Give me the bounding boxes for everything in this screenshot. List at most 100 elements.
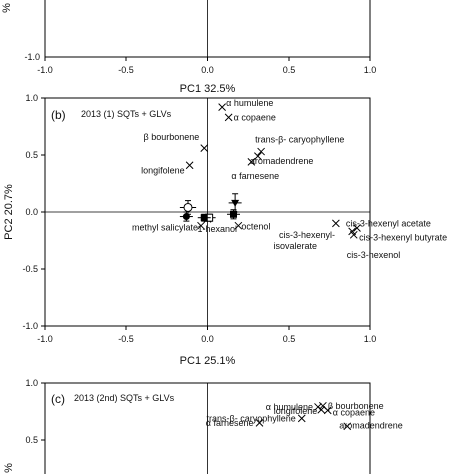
panel-a-xtick-label: 0.5 [283,65,296,75]
panel-b-title: 2013 (1) SQTs + GLVs [81,109,172,119]
loading-label-line: isovalerate [273,241,317,251]
loading-label-line: cis-3-hexenyl- [279,230,335,240]
panel-b-xtick-label: 0.5 [283,334,296,344]
panel-b-ytick-label: -0.5 [22,264,38,274]
loading-marker [323,406,332,415]
panel-a-xticks: -1.0 -0.5 0.0 0.5 1.0 [37,57,376,75]
panel-b-ytick-label: 0.5 [25,150,38,160]
loading-x-stroke [297,414,306,423]
score-point [227,209,240,220]
loading-marker [254,152,262,160]
loading-marker [197,221,205,230]
panel-b-tag: (b) [51,108,66,122]
loading-x-stroke [319,401,327,410]
loading-marker [349,230,358,239]
loading-x-stroke [234,221,243,230]
panel-b-ytick-label: 1.0 [25,93,38,103]
score-marker-open-circle [183,202,193,212]
panel-b-ytick-label: -1.0 [22,321,38,331]
loading-marker [218,103,226,111]
panel-b-yticks: 1.0 0.5 0.0 -0.5 -1.0 [22,93,45,331]
score-marker-filled-circle [182,213,190,221]
loading-marker [257,147,265,156]
loading-label: α humulene [226,98,273,108]
loading-marker [200,144,209,153]
panel-b-marks: α humulene α copaene trans-β- caryophyllen… [132,98,447,260]
loading-x-stroke [247,157,256,166]
loading-label: longifolene [141,165,185,175]
loading-marker [353,224,361,232]
loading-marker [332,219,340,228]
loading-x-stroke [218,103,226,111]
panel-a-xtick-label: -1.0 [37,65,53,75]
loading-marker [185,161,194,170]
panel-a-ytick-label: -1.0 [24,52,40,62]
panel-b-xtick-label: -0.5 [118,334,134,344]
loading-marker [247,157,256,166]
loading-x-stroke [255,419,264,427]
panel-a-xtick-label: -0.5 [118,65,134,75]
loading-x-stroke [317,405,326,414]
loading-label: methyl salicylate [132,223,198,233]
loading-x-stroke [348,227,356,236]
loading-x-stroke [197,221,205,230]
panel-b-xticks: -1.0 -0.5 0.0 0.5 1.0 [37,326,376,344]
loading-marker [343,422,352,431]
loading-x-stroke [200,144,209,153]
loading-label: β bourbonene [144,132,200,142]
panel-b-xlabel: PC1 25.1% [180,355,236,367]
loading-x-stroke [257,147,265,156]
loading-x-stroke [332,219,340,228]
score-point [179,211,193,222]
panel-b-ylabel: PC2 20.7% [3,184,15,240]
loading-marker [234,221,243,230]
loading-label: trans-β- caryophyllene [207,413,296,423]
loading-x-stroke [323,406,332,415]
loading-marker [224,113,233,122]
panel-c: (c) 2013 (2nd) SQTs + GLVs 1.0 0.5 % α h… [3,378,403,474]
panel-b: (b) 2013 (1) SQTs + GLVs 1.0 0.5 0.0 -0.… [3,93,447,367]
loading-x-stroke [185,161,194,170]
loading-label: cis-3-hexenyl acetate [346,218,431,228]
loading-label: cis-3-hexenol [347,250,401,260]
loading-label: β bourbonene [328,401,384,411]
panel-a: -1.0 % -1.0 -0.5 0.0 0.5 1.0 PC1 32.5% [1,0,376,95]
panel-b-xtick-label: 1.0 [364,334,377,344]
loading-label: α farnesene [231,171,279,181]
loading-label: cis-3-hexenyl butyrate [359,232,447,242]
panel-a-ylabel-fragment: % [1,3,13,13]
loading-x-stroke [343,422,352,431]
panel-a-xlabel: PC1 32.5% [180,83,236,95]
loading-x-stroke [353,224,361,232]
score-point [197,213,211,222]
loading-x-stroke [254,152,262,160]
score-marker-filled-square [200,214,208,222]
panel-c-marks: α humulene β bourbonene longifolene α copae… [206,401,403,431]
loading-label: cis-3-hexenyl-isovalerate [273,230,335,251]
panel-c-ytick-label: 1.0 [25,378,38,388]
panel-c-title: 2013 (2nd) SQTs + GLVs [74,393,175,403]
panel-a-xtick-label: 1.0 [364,65,377,75]
loading-label: octenol [241,222,270,232]
loading-label: α copaene [234,112,276,122]
panel-c-tag: (c) [51,392,65,406]
loading-label: 1-hexanol [198,224,238,234]
panel-c-ylabel-fragment: % [3,463,15,473]
loading-marker [255,419,264,427]
loading-label: α farnesene [206,418,254,428]
loading-marker [297,414,306,423]
loading-label: α humulene [266,402,313,412]
panel-a-xtick-label: 0.0 [201,65,214,75]
loading-label: trans-β- caryophyllene [255,135,344,145]
panel-b-ytick-label: 0.0 [25,207,38,217]
panel-b-xtick-label: 0.0 [201,334,214,344]
loading-x-stroke [224,113,233,122]
loading-x-stroke [349,230,358,239]
loading-label: aromadendrene [339,420,403,430]
panel-c-yticks: 1.0 0.5 [25,378,45,445]
score-marker-triangle [231,199,240,207]
loading-label: longifolene [274,406,318,416]
loading-label: α copaene [333,407,375,417]
panel-c-ytick-label: 0.5 [25,435,38,445]
